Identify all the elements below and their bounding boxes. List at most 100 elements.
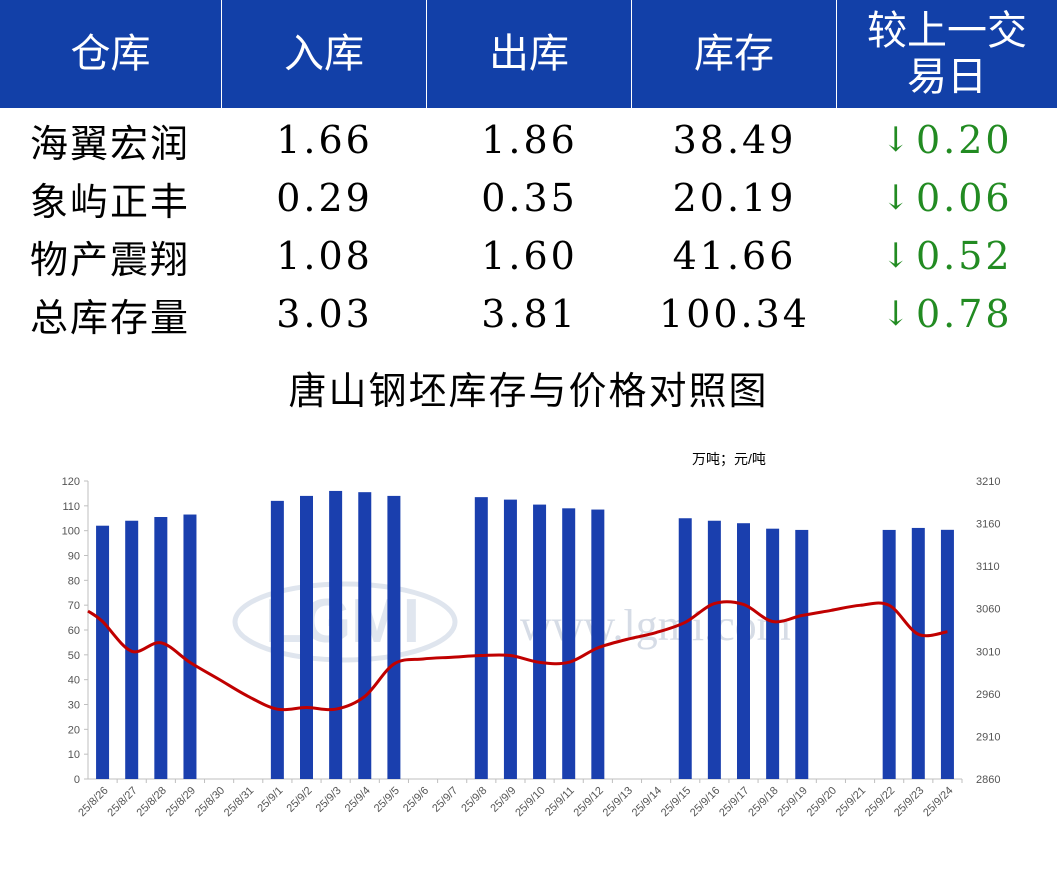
change-value: ↓ 0.20 bbox=[837, 111, 1057, 169]
bar bbox=[562, 508, 576, 779]
change-number: 0.52 bbox=[915, 234, 1013, 278]
warehouse-name: 物产震翔 bbox=[30, 237, 191, 282]
right-tick-label: 2960 bbox=[976, 689, 1000, 701]
x-tick-label: 25/8/27 bbox=[105, 785, 139, 819]
x-tick-label: 25/9/7 bbox=[430, 785, 460, 815]
x-tick-label: 25/9/12 bbox=[572, 785, 606, 819]
left-tick-label: 70 bbox=[68, 600, 80, 612]
chart-title: 唐山钢坯库存与价格对照图 bbox=[288, 369, 769, 413]
x-tick-label: 25/9/10 bbox=[513, 785, 547, 819]
stock-value: 38.49 bbox=[672, 118, 797, 162]
left-tick-label: 50 bbox=[68, 650, 80, 662]
inbound-value: 0.29 bbox=[276, 176, 373, 220]
bar bbox=[96, 525, 110, 779]
x-tick-label: 25/8/30 bbox=[193, 785, 227, 819]
bar bbox=[474, 497, 488, 779]
right-tick-label: 3210 bbox=[976, 476, 1000, 488]
table-row: 海翼宏润 1.66 1.86 38.49 ↓ 0.20 bbox=[0, 111, 1057, 169]
outbound-value: 3.81 bbox=[481, 292, 578, 336]
bar bbox=[329, 490, 343, 779]
left-tick-label: 40 bbox=[68, 675, 80, 687]
x-tick-label: 25/9/5 bbox=[372, 785, 402, 815]
x-tick-label: 25/9/24 bbox=[921, 785, 955, 819]
left-tick-label: 110 bbox=[62, 501, 80, 513]
left-tick-label: 30 bbox=[68, 700, 80, 712]
x-tick-label: 25/9/17 bbox=[717, 785, 751, 819]
inbound-value: 3.03 bbox=[276, 292, 373, 336]
bar bbox=[795, 529, 809, 779]
stock-value: 100.34 bbox=[659, 292, 810, 336]
down-arrow-icon: ↓ bbox=[881, 120, 910, 160]
bar bbox=[387, 495, 401, 779]
table-row: 总库存量 3.03 3.81 100.34 ↓ 0.78 bbox=[0, 285, 1057, 343]
x-tick-label: 25/9/11 bbox=[543, 785, 577, 819]
right-tick-label: 2910 bbox=[976, 731, 1000, 743]
header-warehouse: 仓库 bbox=[0, 0, 222, 108]
bar bbox=[882, 529, 896, 779]
change-value: ↓ 0.06 bbox=[837, 169, 1057, 227]
down-arrow-icon: ↓ bbox=[881, 236, 910, 276]
bar bbox=[358, 492, 372, 779]
x-tick-label: 25/9/8 bbox=[459, 785, 489, 815]
x-tick-label: 25/9/22 bbox=[863, 785, 897, 819]
left-tick-label: 0 bbox=[74, 774, 80, 786]
down-arrow-icon: ↓ bbox=[881, 294, 910, 334]
change-number: 0.20 bbox=[915, 118, 1013, 162]
outbound-value: 1.86 bbox=[481, 118, 578, 162]
header-outbound: 出库 bbox=[427, 0, 632, 108]
unit-label: 万吨；元/吨 bbox=[692, 451, 766, 467]
warehouse-name: 象屿正丰 bbox=[30, 179, 191, 224]
outbound-value: 1.60 bbox=[481, 234, 578, 278]
x-tick-label: 25/8/28 bbox=[135, 785, 169, 819]
table-row: 物产震翔 1.08 1.60 41.66 ↓ 0.52 bbox=[0, 227, 1057, 285]
x-tick-label: 25/9/19 bbox=[775, 785, 809, 819]
x-tick-label: 25/9/1 bbox=[255, 785, 285, 815]
inbound-value: 1.08 bbox=[276, 234, 373, 278]
bar bbox=[270, 500, 284, 779]
x-tick-label: 25/9/20 bbox=[805, 785, 839, 819]
x-tick-label: 25/8/26 bbox=[76, 785, 110, 819]
header-inbound: 入库 bbox=[222, 0, 427, 108]
x-tick-label: 25/9/18 bbox=[746, 785, 780, 819]
x-tick-label: 25/9/4 bbox=[343, 785, 373, 815]
bar bbox=[707, 520, 721, 779]
bar bbox=[300, 495, 313, 779]
bar bbox=[503, 499, 517, 779]
right-tick-label: 2860 bbox=[976, 774, 1000, 786]
header-stock: 库存 bbox=[632, 0, 837, 108]
x-tick-label: 25/9/13 bbox=[601, 785, 635, 819]
x-tick-label: 25/9/16 bbox=[688, 785, 722, 819]
table-header: 仓库 入库 出库 库存 较上一交易日 bbox=[0, 0, 1057, 108]
right-tick-label: 3110 bbox=[976, 561, 1000, 573]
x-tick-label: 25/9/21 bbox=[834, 785, 868, 819]
right-tick-label: 3010 bbox=[976, 646, 1000, 658]
x-tick-label: 25/8/29 bbox=[164, 785, 198, 819]
bar bbox=[737, 523, 750, 779]
right-tick-label: 3060 bbox=[976, 604, 1000, 616]
x-tick-label: 25/9/6 bbox=[401, 785, 431, 815]
warehouse-name: 海翼宏润 bbox=[30, 121, 191, 166]
x-tick-label: 25/9/2 bbox=[285, 785, 315, 815]
bar bbox=[183, 514, 197, 779]
x-tick-label: 25/9/15 bbox=[659, 785, 693, 819]
outbound-value: 0.35 bbox=[481, 176, 578, 220]
x-tick-label: 25/9/23 bbox=[892, 785, 926, 819]
bar bbox=[766, 528, 780, 779]
left-tick-label: 120 bbox=[62, 476, 80, 488]
table-row: 象屿正丰 0.29 0.35 20.19 ↓ 0.06 bbox=[0, 169, 1057, 227]
left-tick-label: 100 bbox=[62, 526, 80, 538]
left-tick-label: 60 bbox=[68, 625, 80, 637]
watermark-logo-ring bbox=[232, 581, 458, 663]
bar bbox=[678, 518, 692, 779]
price-line bbox=[87, 600, 948, 712]
left-tick-label: 20 bbox=[68, 724, 80, 736]
warehouse-name: 总库存量 bbox=[30, 295, 191, 340]
stock-value: 41.66 bbox=[672, 234, 797, 278]
change-value: ↓ 0.78 bbox=[837, 285, 1057, 343]
change-value: ↓ 0.52 bbox=[837, 227, 1057, 285]
inbound-value: 1.66 bbox=[276, 118, 373, 162]
bar bbox=[911, 527, 925, 779]
bar bbox=[940, 529, 954, 779]
bar bbox=[533, 504, 547, 779]
